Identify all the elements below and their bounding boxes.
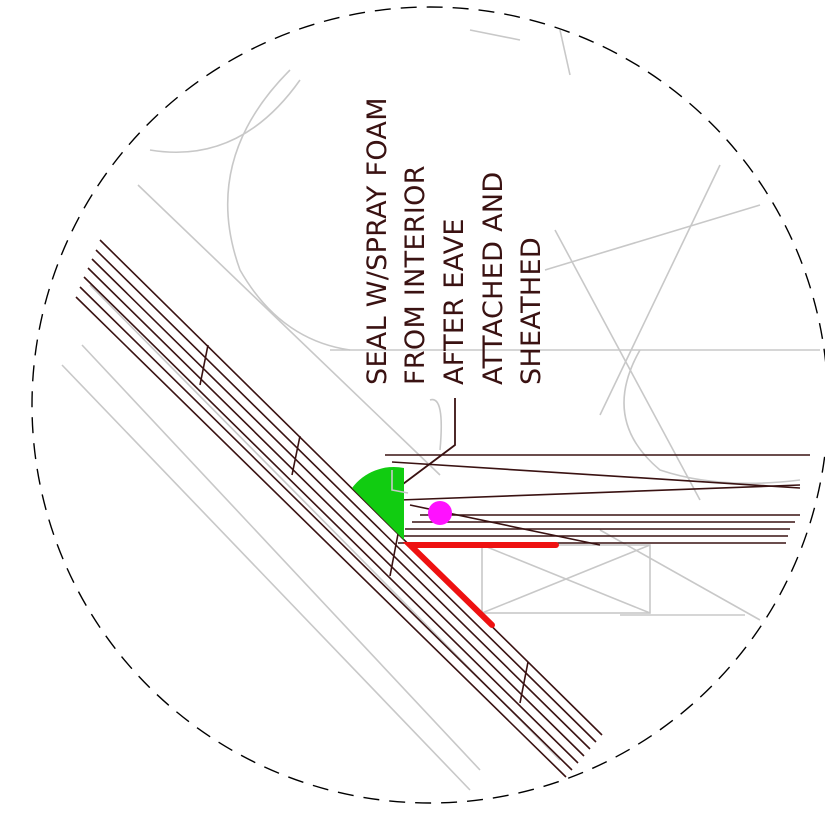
context-line-2 [469,29,521,41]
note-line-5: SHEATHED [516,237,547,385]
eave-diagonal [391,461,801,489]
context-arc-left [226,69,351,351]
roof-tick-2 [291,435,301,476]
spray-foam-seal [352,466,404,540]
context-arc-lower [429,398,443,451]
air-barrier-tape [402,542,559,628]
context-line-4 [599,164,721,416]
context-arc-upper-left [149,79,301,154]
background-linework [61,29,820,791]
spray-foam-arrow [391,470,409,494]
sealant-dot [428,501,452,525]
roof-grey-line-lower-2 [61,364,471,791]
context-line-3 [544,204,761,271]
context-line-1 [559,29,571,76]
roof-layer-6 [79,286,573,771]
roof-layer-7 [75,296,567,778]
note-line-2: FROM INTERIOR [400,165,431,385]
roof-tick-1 [199,344,209,386]
roof-layer-2 [95,249,597,743]
roof-layer-1 [99,239,603,736]
blocking-box [481,544,651,614]
roof-layer-3 [91,258,591,750]
note-line-4: ATTACHED AND [478,172,509,385]
roof-assembly [75,239,810,778]
roof-tick-3 [389,533,399,577]
detail-boundary-circle [31,6,825,804]
roof-grey-line-upper [137,184,441,476]
annotation-note: SEAL W/SPRAY FOAM FROM INTERIOR AFTER EA… [362,97,547,385]
eave-return [399,484,801,501]
roof-layer-5 [83,276,579,764]
blocking-box-diag-2 [481,544,651,614]
note-line-1: SEAL W/SPRAY FOAM [362,97,393,385]
context-arc-right [623,349,801,485]
context-line-5 [554,229,701,501]
roof-grey-line-lower-1 [81,344,481,771]
leader-line [394,398,456,491]
roof-layer-4 [87,267,585,757]
note-line-3: AFTER EAVE [439,218,470,385]
roof-tick-4 [519,661,529,704]
